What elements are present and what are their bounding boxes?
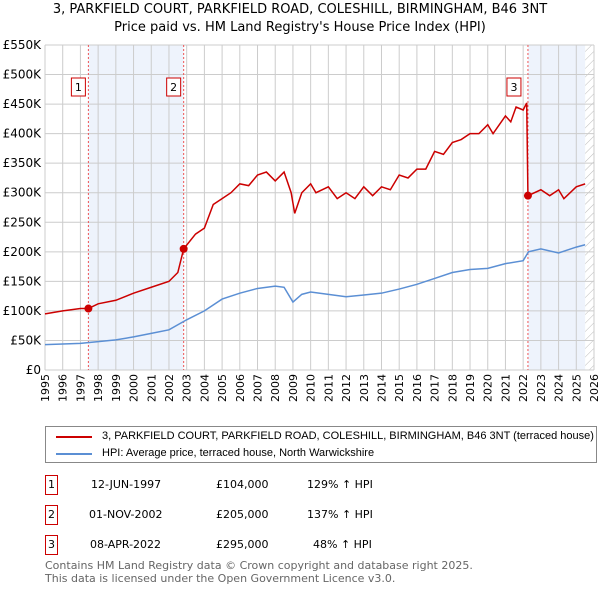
sale-price: £104,000 (216, 478, 269, 491)
x-tick-label: 2008 (269, 374, 282, 402)
y-tick-label: £350K (3, 156, 43, 170)
sale-box (166, 77, 182, 97)
y-tick-label: £250K (3, 215, 43, 229)
x-tick-label: 2000 (128, 374, 141, 402)
sale-box-label: 2 (170, 81, 177, 94)
future-hatch (585, 45, 594, 370)
x-tick-label: 1997 (74, 374, 87, 402)
x-tick-label: 2003 (181, 374, 194, 402)
x-tick-label: 2001 (145, 374, 158, 402)
sale-price: £295,000 (216, 538, 269, 551)
x-tick-label: 2015 (393, 374, 406, 402)
x-tick-label: 2014 (375, 374, 388, 402)
y-tick-label: £100K (3, 304, 43, 318)
sale-hpi: 48% ↑ HPI (313, 538, 372, 551)
chart-title: 3, PARKFIELD COURT, PARKFIELD ROAD, COLE… (52, 2, 548, 17)
sale-point (523, 191, 532, 200)
x-tick-label: 2021 (499, 374, 512, 402)
x-tick-label: 2024 (553, 374, 566, 402)
legend-swatch-hpi (56, 452, 92, 455)
x-tick-label: 2005 (216, 374, 229, 402)
y-tick-label: £50K (10, 333, 42, 347)
sale-point (179, 244, 188, 253)
x-tick-label: 2002 (163, 374, 176, 402)
x-tick-label: 2025 (570, 374, 583, 402)
x-tick-label: 2026 (588, 374, 600, 402)
x-tick-label: 2020 (482, 374, 495, 402)
x-tick-label: 1996 (57, 374, 70, 402)
sale-date: 08-APR-2022 (90, 538, 162, 551)
hpi-line (44, 244, 586, 346)
x-tick-label: 2006 (234, 374, 247, 402)
y-tick-label: £150K (3, 274, 43, 288)
y-tick-label: £200K (3, 245, 43, 259)
legend-item-hpi: HPI: Average price, terraced house, Nort… (56, 447, 374, 460)
legend: 3, PARKFIELD COURT, PARKFIELD ROAD, COLE… (45, 426, 597, 463)
sale-marker-label: 2 (45, 505, 58, 525)
x-tick-label: 2013 (358, 374, 371, 402)
y-tick-label: £500K (3, 68, 43, 82)
y-tick-label: £450K (3, 97, 43, 111)
x-tick-label: 1998 (92, 374, 105, 402)
x-tick-label: 2007 (252, 374, 265, 402)
sale-marker-label: 1 (45, 475, 58, 495)
x-tick-label: 2018 (446, 374, 459, 402)
legend-swatch-property (56, 435, 92, 438)
y-tick-label: £400K (3, 127, 43, 141)
price-chart: 1995 1996 1997 1998 1999 2000 2001 2002 2003 2004… (3, 38, 600, 402)
legend-item-property: 3, PARKFIELD COURT, PARKFIELD ROAD, COLE… (56, 430, 594, 443)
sale-price: £205,000 (216, 508, 269, 521)
footer-line-2: This data is licensed under the Open Gov… (45, 572, 396, 585)
legend-label-property: 3, PARKFIELD COURT, PARKFIELD ROAD, COLE… (102, 430, 594, 442)
x-tick-label: 2004 (198, 374, 211, 402)
legend-label-hpi: HPI: Average price, terraced house, Nort… (102, 447, 375, 459)
x-tick-label: 2022 (517, 374, 530, 402)
y-tick-label: £0 (26, 363, 41, 377)
footer: Contains HM Land Registry data © Crown c… (45, 559, 473, 585)
y-tick-label: £550K (3, 38, 43, 52)
sale-box (70, 77, 86, 97)
x-tick-label: 2011 (322, 374, 335, 402)
sale-box (506, 77, 522, 97)
sale-box-label: 1 (75, 81, 82, 94)
shaded-period (88, 45, 184, 370)
sale-hpi: 129% ↑ HPI (307, 478, 373, 491)
sale-row: 2 01-NOV-2002 £205,000 137% ↑ HPI (45, 505, 445, 525)
x-tick-label: 2009 (287, 374, 300, 402)
x-tick-label: 2012 (340, 374, 353, 402)
property-price-line (44, 102, 586, 315)
x-tick-label: 1995 (39, 374, 52, 402)
x-tick-label: 2023 (535, 374, 548, 402)
sale-marker-label: 3 (45, 535, 58, 555)
x-tick-label: 1999 (110, 374, 123, 402)
sale-hpi: 137% ↑ HPI (307, 508, 373, 521)
x-tick-label: 2017 (429, 374, 442, 402)
sale-date: 12-JUN-1997 (91, 478, 162, 491)
sale-row: 3 08-APR-2022 £295,000 48% ↑ HPI (45, 535, 445, 555)
y-tick-label: £300K (3, 186, 43, 200)
sale-date: 01-NOV-2002 (89, 508, 163, 521)
x-tick-label: 2010 (305, 374, 318, 402)
sale-box-label: 3 (510, 81, 517, 94)
x-tick-label: 2019 (464, 374, 477, 402)
shaded-period (527, 45, 586, 370)
sale-row: 1 12-JUN-1997 £104,000 129% ↑ HPI (45, 475, 445, 495)
footer-line-1: Contains HM Land Registry data © Crown c… (45, 559, 473, 572)
x-tick-label: 2016 (411, 374, 424, 402)
chart-subtitle: Price paid vs. HM Land Registry's House … (114, 20, 486, 35)
sale-point (84, 304, 93, 313)
